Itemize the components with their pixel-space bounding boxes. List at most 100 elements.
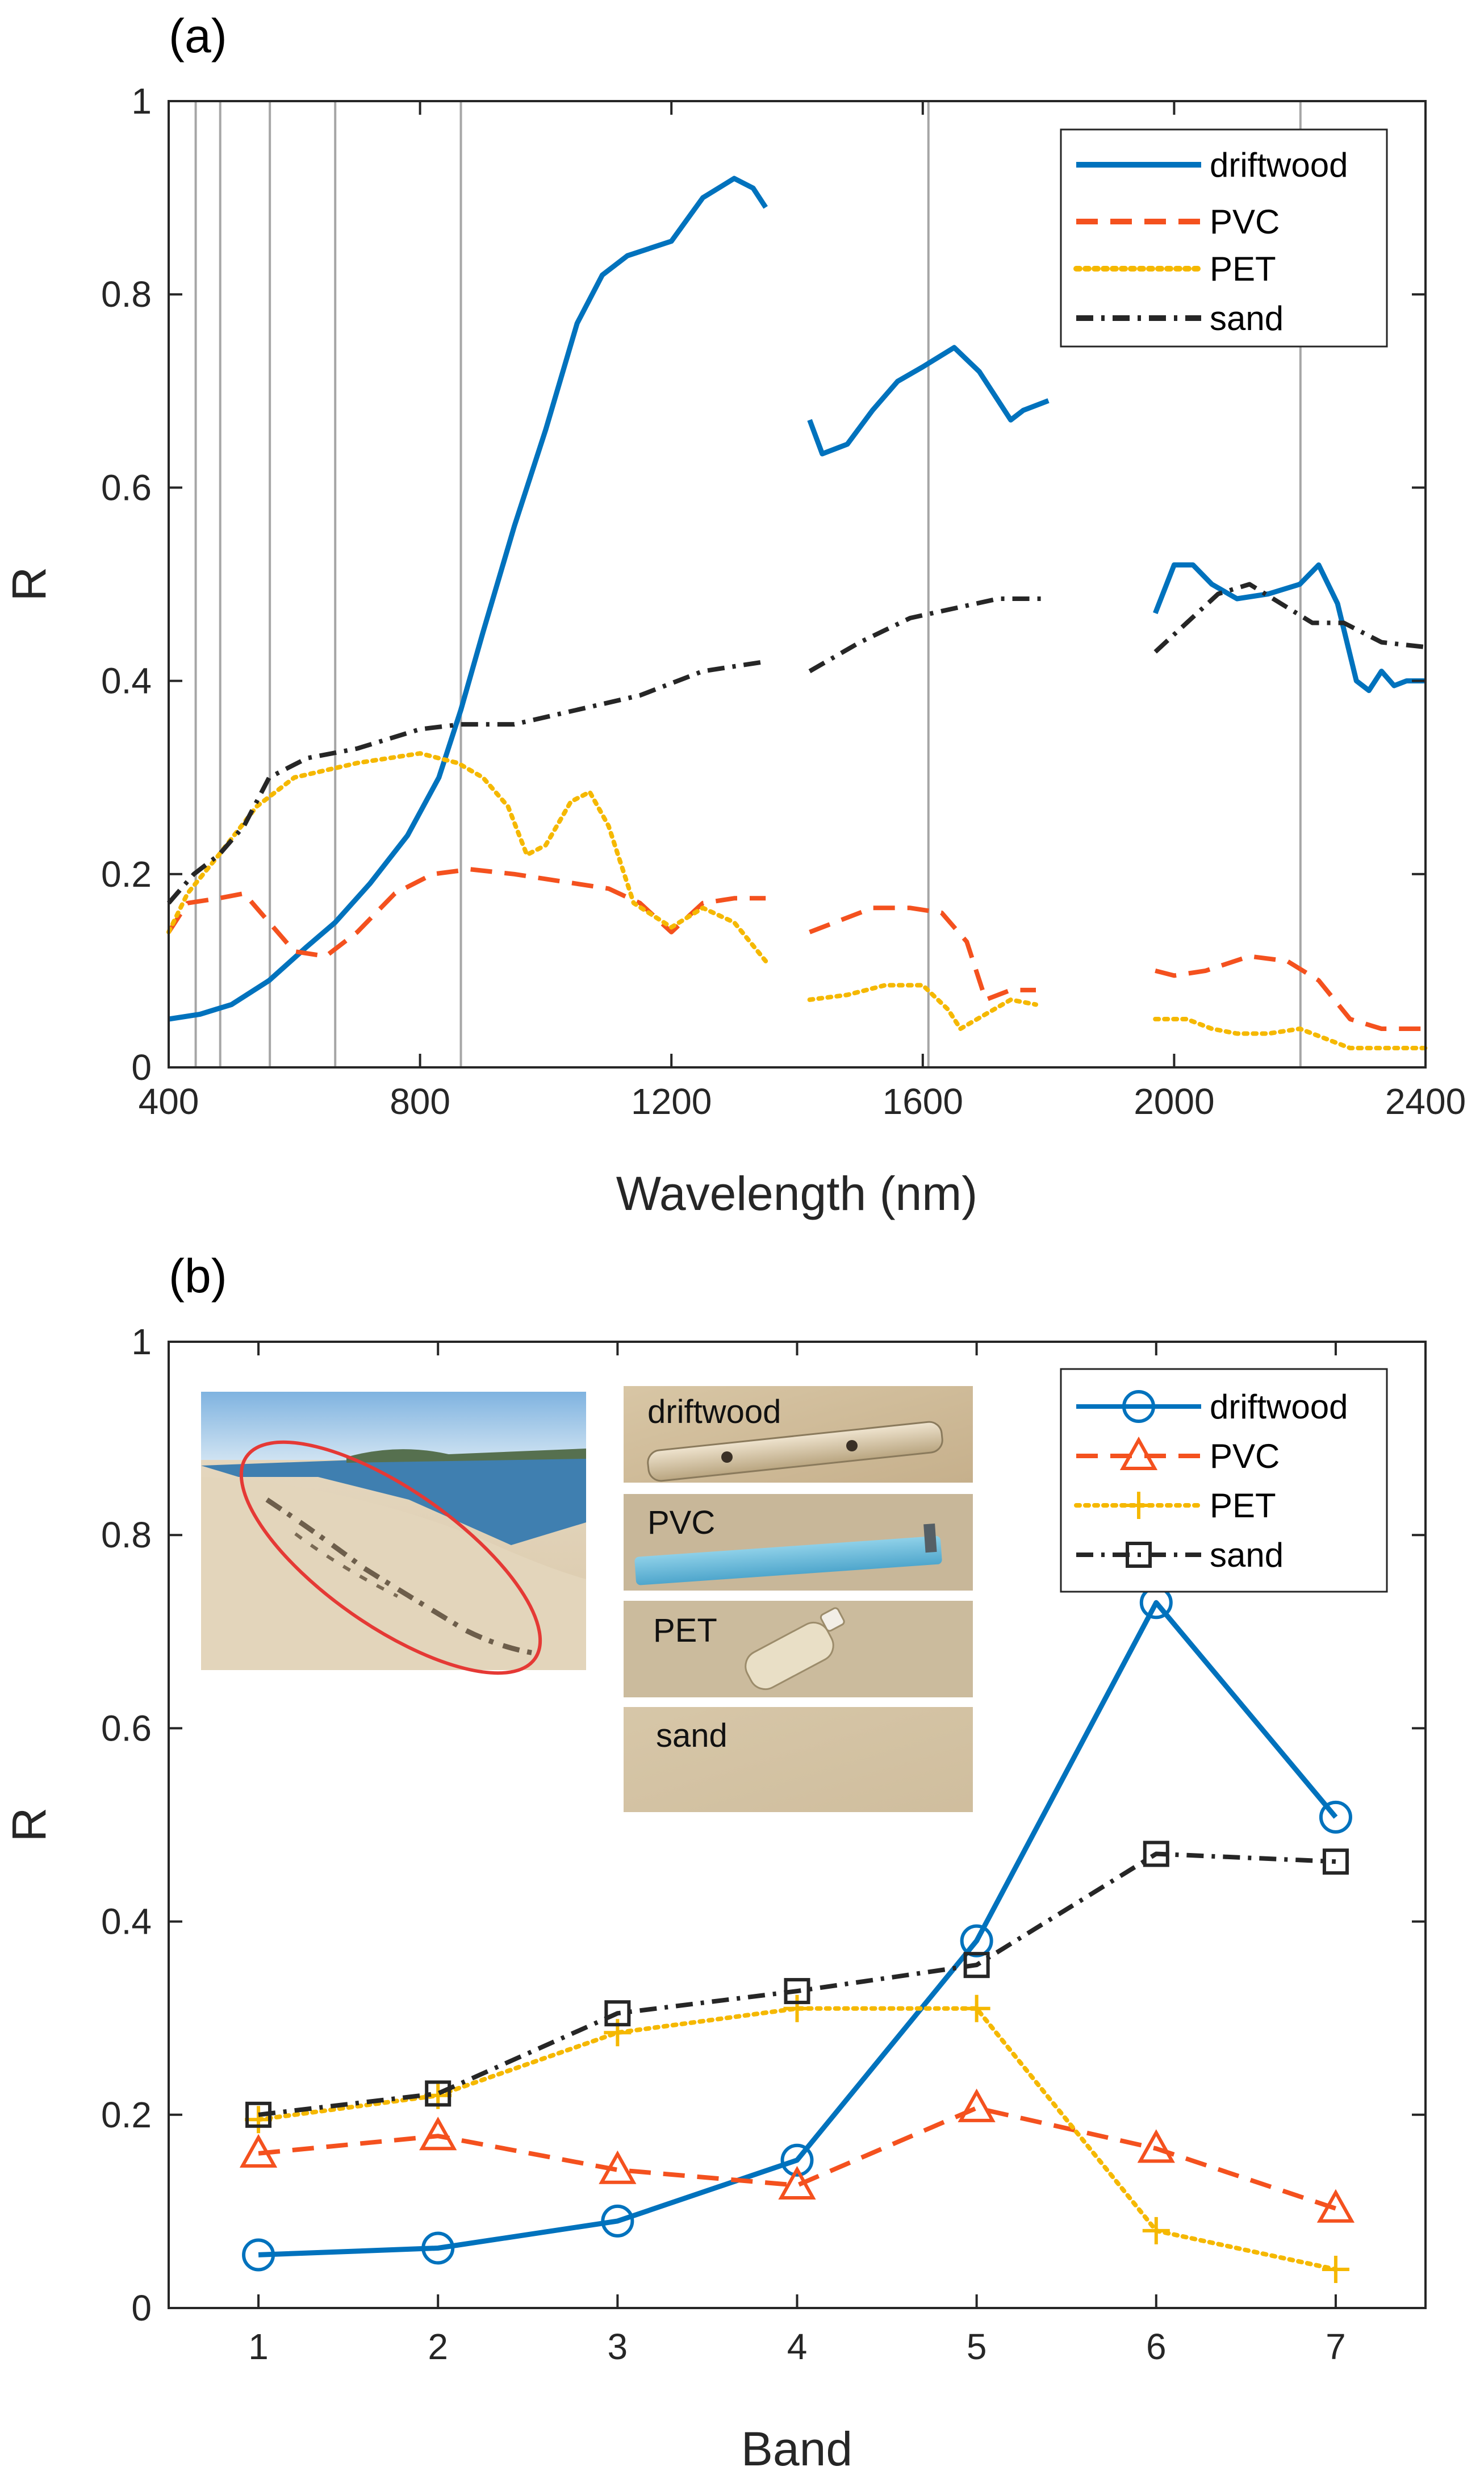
- legend-b-sand-marker: [1126, 1542, 1152, 1568]
- legend-a-sand-label: sand: [1210, 299, 1284, 337]
- debris-highlight-ellipse: [239, 1440, 542, 1675]
- series-a-pvc-segment-2: [809, 905, 1036, 1002]
- series-a-sand-segment-1: [166, 659, 766, 905]
- y-tick-label-a-0.6: 0.6: [101, 467, 152, 508]
- y-tick-label-b-1: 1: [131, 1321, 152, 1362]
- series-a-driftwood-segment-1: [168, 176, 768, 1022]
- beach-photo: [201, 1392, 586, 1675]
- x-axis-label-a: Wavelength (nm): [616, 1167, 977, 1220]
- series-b-sand-point-band-2: [425, 2080, 452, 2107]
- y-axis-label-b: R: [2, 1808, 56, 1842]
- series-b-driftwood-point-band-1: [242, 2238, 275, 2272]
- legend-b-pet-label: PET: [1210, 1487, 1276, 1525]
- photo-label-pvc: PVC: [647, 1504, 715, 1541]
- x-tick-label-b-3: 3: [608, 2326, 628, 2367]
- y-tick-label-b-0.4: 0.4: [101, 1901, 152, 1942]
- y-tick-label-b-0.8: 0.8: [101, 1514, 152, 1555]
- series-b-driftwood-point-band-2: [421, 2231, 455, 2265]
- x-tick-label-a-1600: 1600: [883, 1081, 963, 1122]
- series-a-pvc-segment-3: [1155, 954, 1426, 1031]
- sand-photo: sand: [624, 1707, 973, 1812]
- legend-b-sand-label: sand: [1210, 1536, 1284, 1574]
- series-a-driftwood-segment-3: [1153, 562, 1426, 694]
- y-tick-label-b-0.6: 0.6: [101, 1708, 152, 1748]
- y-tick-label-a-0: 0: [131, 1047, 152, 1088]
- series-b-sand-point-band-7: [1322, 1848, 1349, 1875]
- series-b-sand-line: [258, 1851, 1336, 2117]
- x-tick-label-a-800: 800: [390, 1081, 450, 1122]
- legend-b-pet-marker: [1125, 1492, 1152, 1519]
- panel-b-label: (b): [169, 1249, 227, 1303]
- legend-b-pvc-label: PVC: [1210, 1437, 1280, 1475]
- legend-b-pvc-marker: [1119, 1436, 1158, 1470]
- series-b-pvc-point-band-1: [239, 2134, 278, 2168]
- series-b-sand-point-band-5: [963, 1952, 990, 1979]
- legend-a-driftwood-label: driftwood: [1210, 146, 1348, 184]
- series-a-pet-segment-3: [1153, 1017, 1428, 1050]
- series-b-pvc-point-band-4: [778, 2165, 816, 2200]
- series-a-pvc-segment-1: [166, 867, 766, 959]
- series-a-pet-segment-2: [807, 983, 1038, 1031]
- legend-b-driftwood-marker: [1122, 1390, 1155, 1423]
- y-tick-label-a-0.2: 0.2: [101, 854, 152, 895]
- x-tick-label-a-400: 400: [139, 1081, 199, 1122]
- series-b-driftwood-point-band-5: [960, 1924, 993, 1958]
- photo-label-driftwood: driftwood: [647, 1393, 781, 1430]
- x-tick-label-a-2000: 2000: [1134, 1081, 1214, 1122]
- y-tick-label-a-1: 1: [131, 81, 152, 122]
- legend-a-pvc-label: PVC: [1210, 203, 1280, 241]
- series-b-pvc-point-band-6: [1137, 2129, 1175, 2163]
- panel-b: (b): [2, 1249, 1427, 2476]
- series-b-sand-point-band-1: [245, 2101, 272, 2128]
- x-tick-label-a-2400: 2400: [1385, 1081, 1466, 1122]
- x-tick-label-b-4: 4: [787, 2326, 808, 2367]
- y-tick-label-a-0.8: 0.8: [101, 274, 152, 315]
- axes-box-a: [168, 100, 1427, 1069]
- pvc-photo: PVC: [624, 1494, 973, 1591]
- y-tick-label-b-0.2: 0.2: [101, 2094, 152, 2135]
- spectra-series: [166, 176, 1428, 1050]
- series-b-pet-point-band-4: [783, 1994, 811, 2022]
- driftwood-photo: driftwood: [624, 1386, 973, 1483]
- series-b-pvc-line: [258, 2105, 1337, 2211]
- photo-label-sand: sand: [656, 1717, 728, 1754]
- legend-a-pet-label: PET: [1210, 250, 1276, 288]
- series-b-pet-point-band-5: [963, 1994, 990, 2022]
- series-b-sand-point-band-4: [784, 1978, 810, 2005]
- inset-photos: driftwood PVC PET sand: [201, 1386, 973, 1812]
- legend-b-driftwood-label: driftwood: [1210, 1388, 1348, 1426]
- series-b-driftwood-point-band-4: [780, 2143, 814, 2177]
- series-b-pvc-point-band-5: [958, 2088, 996, 2122]
- x-tick-label-b-6: 6: [1146, 2326, 1167, 2367]
- series-a-sand-segment-3: [1153, 582, 1426, 654]
- y-tick-label-a-0.4: 0.4: [101, 661, 152, 702]
- x-tick-label-b-1: 1: [248, 2326, 269, 2367]
- panel-a: (a) 400 800 1200 1600 2000 2400 0 0.2 0.4 0.6 0.8 1…: [2, 9, 1466, 1220]
- series-b-pet-point-band-1: [245, 2106, 273, 2134]
- series-a-pet-segment-1: [166, 751, 768, 963]
- series-b-pet-point-band-7: [1322, 2255, 1349, 2283]
- series-b-driftwood-line: [258, 1600, 1338, 2257]
- pet-photo: PET: [624, 1601, 973, 1697]
- band-series: [239, 1586, 1355, 2283]
- series-a-driftwood-segment-2: [807, 345, 1050, 457]
- series-b-pet-point-band-6: [1142, 2217, 1170, 2244]
- legend-b: driftwood PVC PET sand: [1060, 1368, 1388, 1593]
- series-b-sand-point-band-3: [604, 2000, 631, 2027]
- x-tick-label-b-5: 5: [967, 2326, 987, 2367]
- y-axis-label-a: R: [2, 567, 56, 602]
- x-tick-label-b-2: 2: [428, 2326, 448, 2367]
- axis-ticks-a: 400 800 1200 1600 2000 2400 0 0.2 0.4 0.6 0.8 1: [101, 81, 1466, 1122]
- series-b-pvc-point-band-2: [419, 2117, 457, 2151]
- x-axis-label-b: Band: [741, 2422, 852, 2476]
- series-a-sand-segment-2: [808, 596, 1049, 674]
- x-tick-label-a-1200: 1200: [631, 1081, 712, 1122]
- panel-a-label: (a): [169, 9, 227, 62]
- y-tick-label-b-0: 0: [131, 2288, 152, 2328]
- series-b-sand-point-band-6: [1143, 1841, 1169, 1867]
- axis-ticks-b: 1 2 3 4 5 6 7 0 0.2 0.4 0.6 0.8 1: [101, 1321, 1426, 2367]
- photo-label-pet: PET: [653, 1612, 717, 1649]
- x-tick-label-b-7: 7: [1326, 2326, 1346, 2367]
- legend-b-swatches: [1074, 1390, 1203, 1568]
